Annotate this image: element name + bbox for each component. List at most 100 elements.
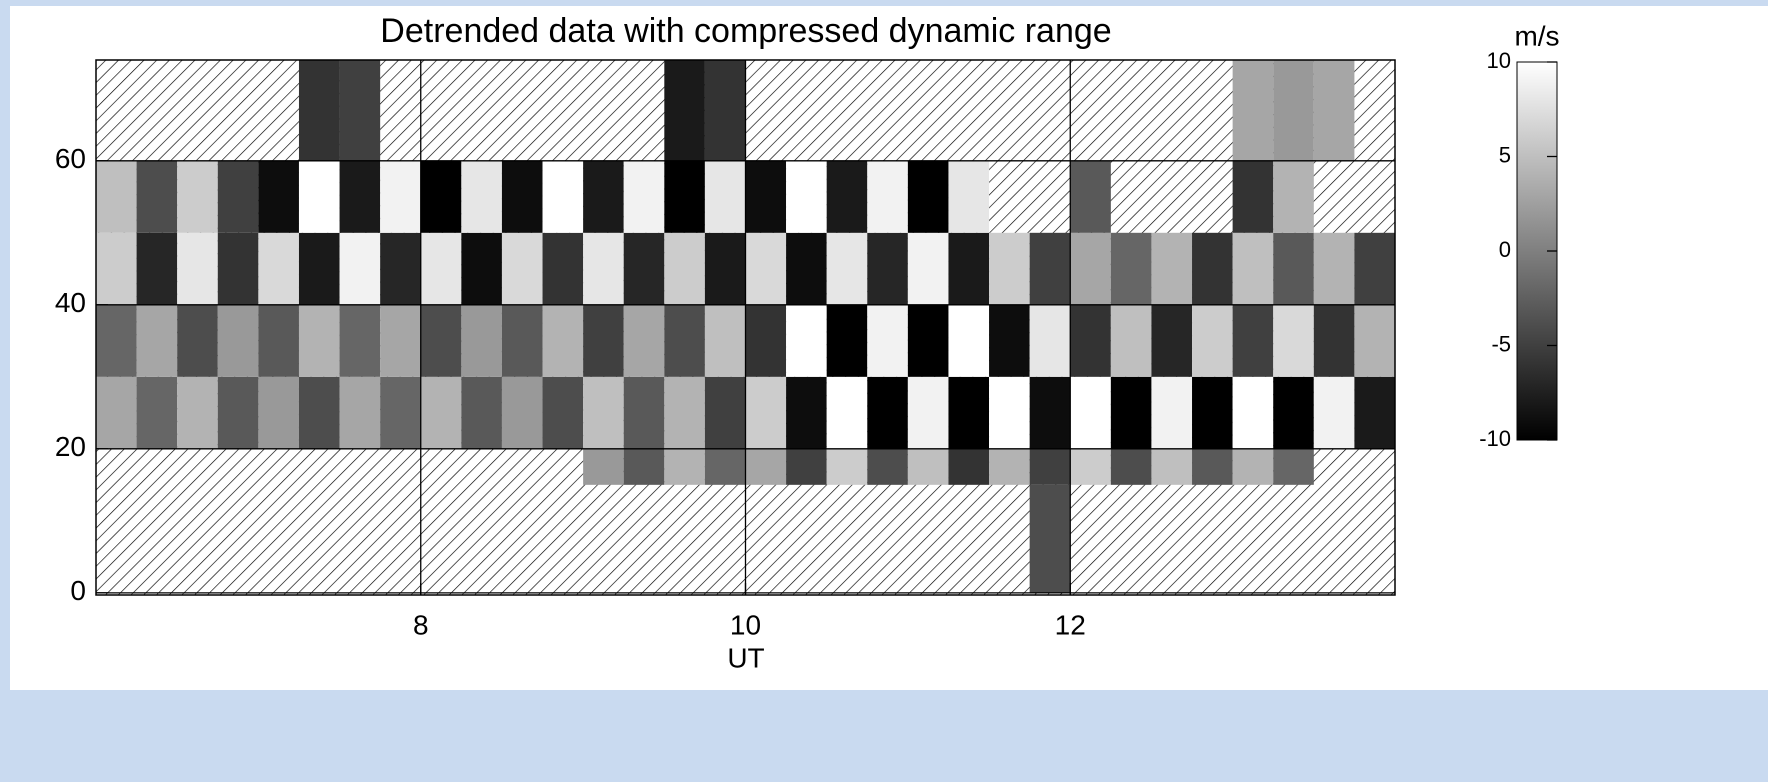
heatmap-cell [1151,232,1193,305]
heatmap-cell [217,232,259,305]
plot-frame [95,59,1396,596]
heatmap-cell [704,160,746,233]
heatmap-cell [1029,304,1071,377]
heatmap-cell [704,448,746,485]
heatmap-cell [298,160,340,233]
heatmap-cell [948,304,990,377]
heatmap-cell [583,448,624,485]
heatmap-cell [258,232,299,305]
heatmap-cell [583,160,624,233]
heatmap-cell [1313,60,1355,161]
heatmap-cell [1354,304,1395,377]
x-tick-label: 10 [730,609,761,640]
heatmap-cell [136,376,178,449]
heatmap-cell [298,232,340,305]
heatmap-cell [461,304,502,377]
heatmap-cell [420,376,462,449]
heatmap-cell [1151,448,1193,485]
heatmap-cell [948,376,990,449]
heatmap-cell [745,448,787,485]
heatmap-cell [826,160,868,233]
heatmap-cell [1192,448,1233,485]
y-tick-label: 60 [55,143,86,174]
heatmap-cell [826,376,868,449]
heatmap-cell [1029,376,1071,449]
heatmap-cell [826,448,868,485]
heatmap-cell [217,160,259,233]
heatmap-cell [461,376,502,449]
heatmap-cell [867,304,908,377]
heatmap-cell [1232,60,1274,161]
heatmap-cell [867,232,908,305]
heatmap-cell [786,304,827,377]
heatmap-cell [1273,60,1314,161]
heatmap-cell [339,232,381,305]
heatmap-cell [136,232,178,305]
heatmap-cell [664,232,705,305]
y-tick-label: 0 [70,575,86,606]
heatmap-cell [786,376,827,449]
heatmap-cell [1110,448,1152,485]
colorbar-tick-label: -10 [1479,426,1511,451]
heatmap-cell [501,232,543,305]
heatmap-cell [420,232,462,305]
heatmap-cell [298,376,340,449]
colorbar-label: m/s [1514,20,1559,51]
heatmap-cell [298,60,340,161]
heatmap-cell [380,232,421,305]
y-tick-label: 20 [55,431,86,462]
heatmap-cell [664,304,705,377]
heatmap-cell [339,60,381,161]
heatmap-cell [1273,232,1314,305]
heatmap-cell [1070,304,1111,377]
heatmap-cell [1029,232,1071,305]
heatmap-cell [948,160,990,233]
heatmap-cell [380,160,421,233]
heatmap-cell [461,232,502,305]
heatmap-cell [1273,304,1314,377]
heatmap-cell [1273,160,1314,233]
heatmap-cell [623,232,665,305]
heatmap-cell [258,160,299,233]
heatmap-cell [339,160,381,233]
heatmap-cell [1313,376,1355,449]
heatmap-cell [1070,232,1111,305]
heatmap-cell [298,304,340,377]
heatmap-cell [542,376,584,449]
heatmap-cell [704,376,746,449]
heatmap-cell [380,304,421,377]
heatmap-cell [1232,232,1274,305]
heatmap-cell [96,160,137,233]
heatmap-cell [1192,376,1233,449]
heatmap-cell [1151,304,1193,377]
heatmap-cell [136,160,178,233]
heatmap-cell [177,232,218,305]
heatmap-cell [907,232,949,305]
heatmap-cell [542,304,584,377]
heatmap-cell [704,232,746,305]
heatmap-cell [1232,376,1274,449]
heatmap-cell [826,232,868,305]
heatmap-cell [786,448,827,485]
heatmap-cell [664,160,705,233]
heatmap-cell [136,304,178,377]
heatmap-cell [461,160,502,233]
heatmap-cell [989,448,1030,485]
colorbar-tick-label: 10 [1487,48,1511,73]
heatmap-cell [1232,160,1274,233]
heatmap-cell [1029,484,1071,593]
heatmap-cell [1354,232,1395,305]
heatmap-cell [664,376,705,449]
heatmap-cell [177,160,218,233]
heatmap-cell [745,232,787,305]
heatmap-cell [907,376,949,449]
chart-title: Detrended data with compressed dynamic r… [380,12,1111,50]
heatmap-cell [1070,160,1111,233]
heatmap-cell [623,304,665,377]
heatmap-cell [786,232,827,305]
heatmap-cell [1151,376,1193,449]
heatmap-cell [664,448,705,485]
heatmap-cell [1192,304,1233,377]
heatmap-cell [989,232,1030,305]
